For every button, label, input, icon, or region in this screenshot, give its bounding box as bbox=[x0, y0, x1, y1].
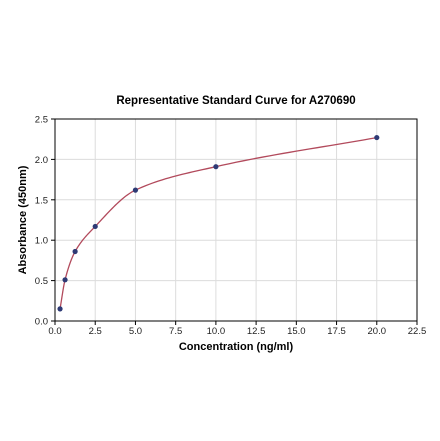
data-point bbox=[132, 187, 139, 193]
chart-title: Representative Standard Curve for A27069… bbox=[116, 95, 355, 107]
axis-ticks: 0.0 2.5 5.0 7.5 10.0 12.5 15.0 17.5 20.0 22.5 0.0 0… bbox=[35, 115, 426, 338]
x-tick-label: 2.5 bbox=[89, 326, 102, 337]
y-tick-label: 2.0 bbox=[35, 155, 48, 166]
y-tick-label: 1.0 bbox=[35, 236, 48, 247]
y-tick-label: 0.0 bbox=[35, 317, 48, 328]
data-point bbox=[92, 223, 98, 230]
x-axis-label: Concentration (ng/ml) bbox=[179, 341, 294, 353]
data-point bbox=[213, 164, 219, 170]
x-tick-label: 15.0 bbox=[287, 326, 306, 337]
x-tick-label: 20.0 bbox=[368, 326, 387, 337]
data-points-layer bbox=[57, 134, 380, 312]
x-tick-label: 5.0 bbox=[129, 326, 142, 337]
data-point bbox=[72, 248, 78, 255]
grid-lines bbox=[54, 118, 418, 322]
data-point bbox=[374, 134, 380, 141]
fit-curve-layer bbox=[59, 136, 377, 309]
y-axis-label: Absorbance (450nm) bbox=[17, 165, 29, 274]
y-tick-label: 0.5 bbox=[35, 276, 48, 287]
x-tick-label: 22.5 bbox=[408, 326, 427, 337]
data-point bbox=[62, 277, 68, 283]
x-tick-label: 17.5 bbox=[327, 326, 346, 337]
data-point bbox=[57, 306, 63, 312]
plot-frame bbox=[54, 118, 418, 322]
x-tick-label: 7.5 bbox=[169, 326, 182, 337]
y-tick-label: 1.5 bbox=[35, 195, 48, 206]
fit-curve bbox=[59, 136, 377, 309]
x-tick-label: 12.5 bbox=[247, 326, 266, 337]
y-tick-label: 2.5 bbox=[35, 115, 48, 126]
x-tick-label: 10.0 bbox=[207, 326, 226, 337]
x-tick-label: 0.0 bbox=[48, 326, 61, 337]
